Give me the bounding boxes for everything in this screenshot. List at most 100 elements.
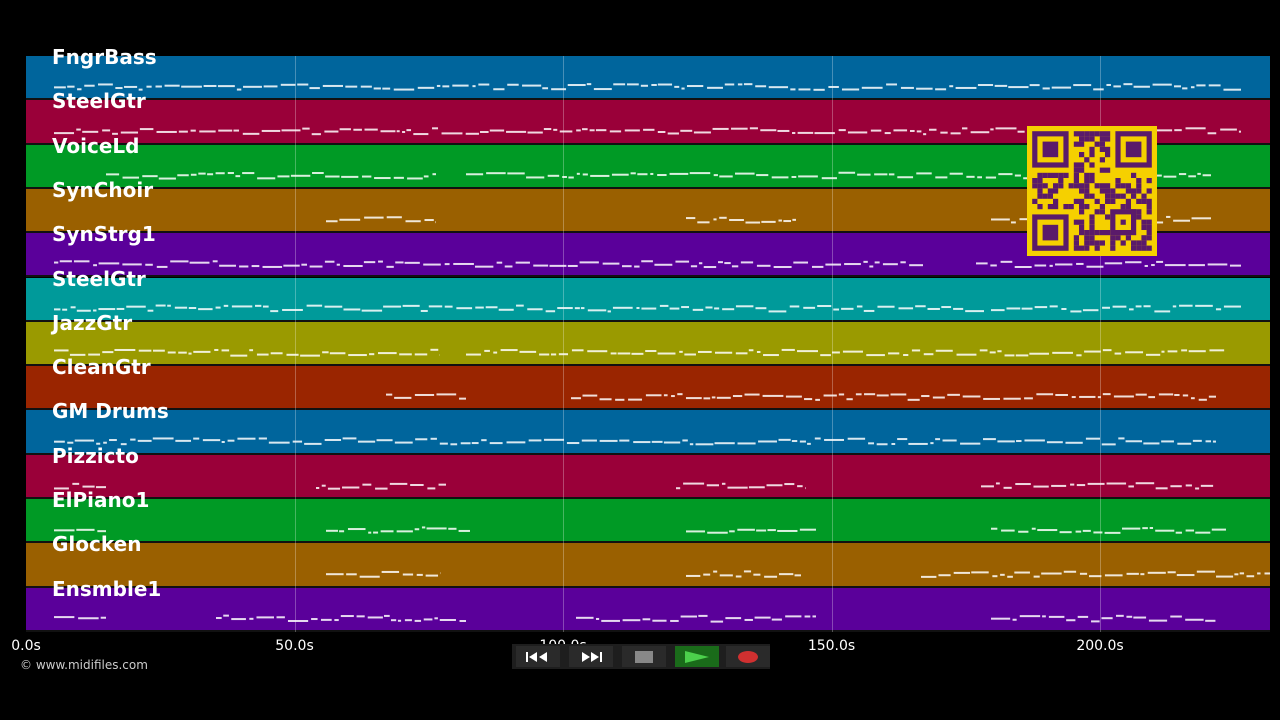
qr-module [1141,245,1147,251]
qr-module [1099,204,1105,210]
qr-module [1058,178,1064,184]
qr-module [1125,141,1142,158]
qr-module [1105,188,1111,194]
qr-module [1136,183,1142,189]
qr-module [1141,198,1147,204]
qr-module [1131,245,1137,251]
qr-module [1089,214,1095,220]
qr-module [1141,219,1147,225]
qr-module [1120,219,1126,225]
qr-module [1084,188,1090,194]
track-lane [26,56,1270,101]
qr-module [1089,131,1095,137]
qr-module [1079,183,1085,189]
stop-icon [635,650,653,663]
qr-module [1079,152,1085,158]
qr-code-image [1032,131,1152,251]
record-button[interactable] [726,646,770,667]
qr-module [1110,198,1116,204]
track-lane [26,499,1270,544]
record-icon [738,650,758,663]
qr-module [1125,204,1131,210]
track-lane [26,587,1270,632]
qr-module [1073,240,1079,246]
qr-module [1073,219,1079,225]
qr-module [1089,136,1095,142]
qr-module [1084,136,1090,142]
track-label: SynChoir [52,177,154,202]
qr-module [1032,183,1038,189]
piano-roll: FngrBass SteelGtr VoiceLd SynChoir SynStrg1 S… [26,45,1270,632]
qr-module [1089,172,1095,178]
qr-module [1094,209,1100,215]
qr-module [1105,193,1111,199]
track-lane [26,366,1270,411]
qr-module [1084,240,1090,246]
qr-module [1105,183,1111,189]
qr-module [1053,204,1059,210]
qr-module [1079,209,1085,215]
qr-module [1089,146,1095,152]
qr-module [1047,193,1053,199]
stop-button[interactable] [622,646,666,667]
qr-module [1141,240,1147,246]
qr-module [1146,209,1152,215]
track-lane [26,410,1270,455]
qr-module [1136,214,1142,220]
qr-module [1099,157,1105,163]
track-label: Glocken [52,532,142,557]
qr-module [1120,204,1126,210]
qr-module [1073,172,1079,178]
track-label: GM Drums [52,399,169,424]
qr-module [1146,198,1152,204]
qr-module [1099,209,1105,215]
qr-module [1125,183,1131,189]
qr-module [1084,131,1090,137]
play-button[interactable] [675,646,719,667]
qr-module [1094,141,1100,147]
track-lane [26,321,1270,367]
rewind-button[interactable] [516,646,560,667]
qr-module [1099,240,1105,246]
qr-module [1146,204,1152,210]
qr-module [1136,240,1142,246]
qr-module [1089,152,1095,158]
track-label: Pizzicto [52,443,139,468]
qr-module [1073,235,1079,241]
qr-module [1146,224,1152,230]
qr-module [1047,172,1053,178]
qr-module [1053,198,1059,204]
qr-module [1141,193,1147,199]
qr-module [1136,178,1142,184]
qr-module [1073,178,1079,184]
qr-module [1120,193,1126,199]
qr-module [1084,183,1090,189]
track-label: CleanGtr [52,355,151,380]
qr-module [1068,183,1074,189]
track-label: SynStrg1 [52,222,156,247]
qr-module [1105,167,1111,173]
qr-module [1110,235,1116,241]
fast-forward-icon [582,651,602,662]
fast-forward-button[interactable] [569,646,613,667]
qr-module [1084,178,1090,184]
qr-module [1136,245,1142,251]
track-lane [26,277,1270,322]
qr-module [1146,235,1152,241]
qr-module [1079,136,1085,142]
qr-module [1084,235,1090,241]
qr-module [1084,193,1090,199]
qr-module [1073,198,1079,204]
qr-module [1042,172,1048,178]
qr-module [1084,172,1090,178]
qr-module [1099,188,1105,194]
qr-module [1079,245,1085,251]
qr-module [1073,141,1079,147]
track-label: JazzGtr [52,310,133,335]
qr-module [1099,230,1105,236]
qr-module [1079,188,1085,194]
qr-module [1079,198,1085,204]
qr-module [1099,146,1105,152]
qr-module [1053,183,1059,189]
qr-module [1047,204,1053,210]
